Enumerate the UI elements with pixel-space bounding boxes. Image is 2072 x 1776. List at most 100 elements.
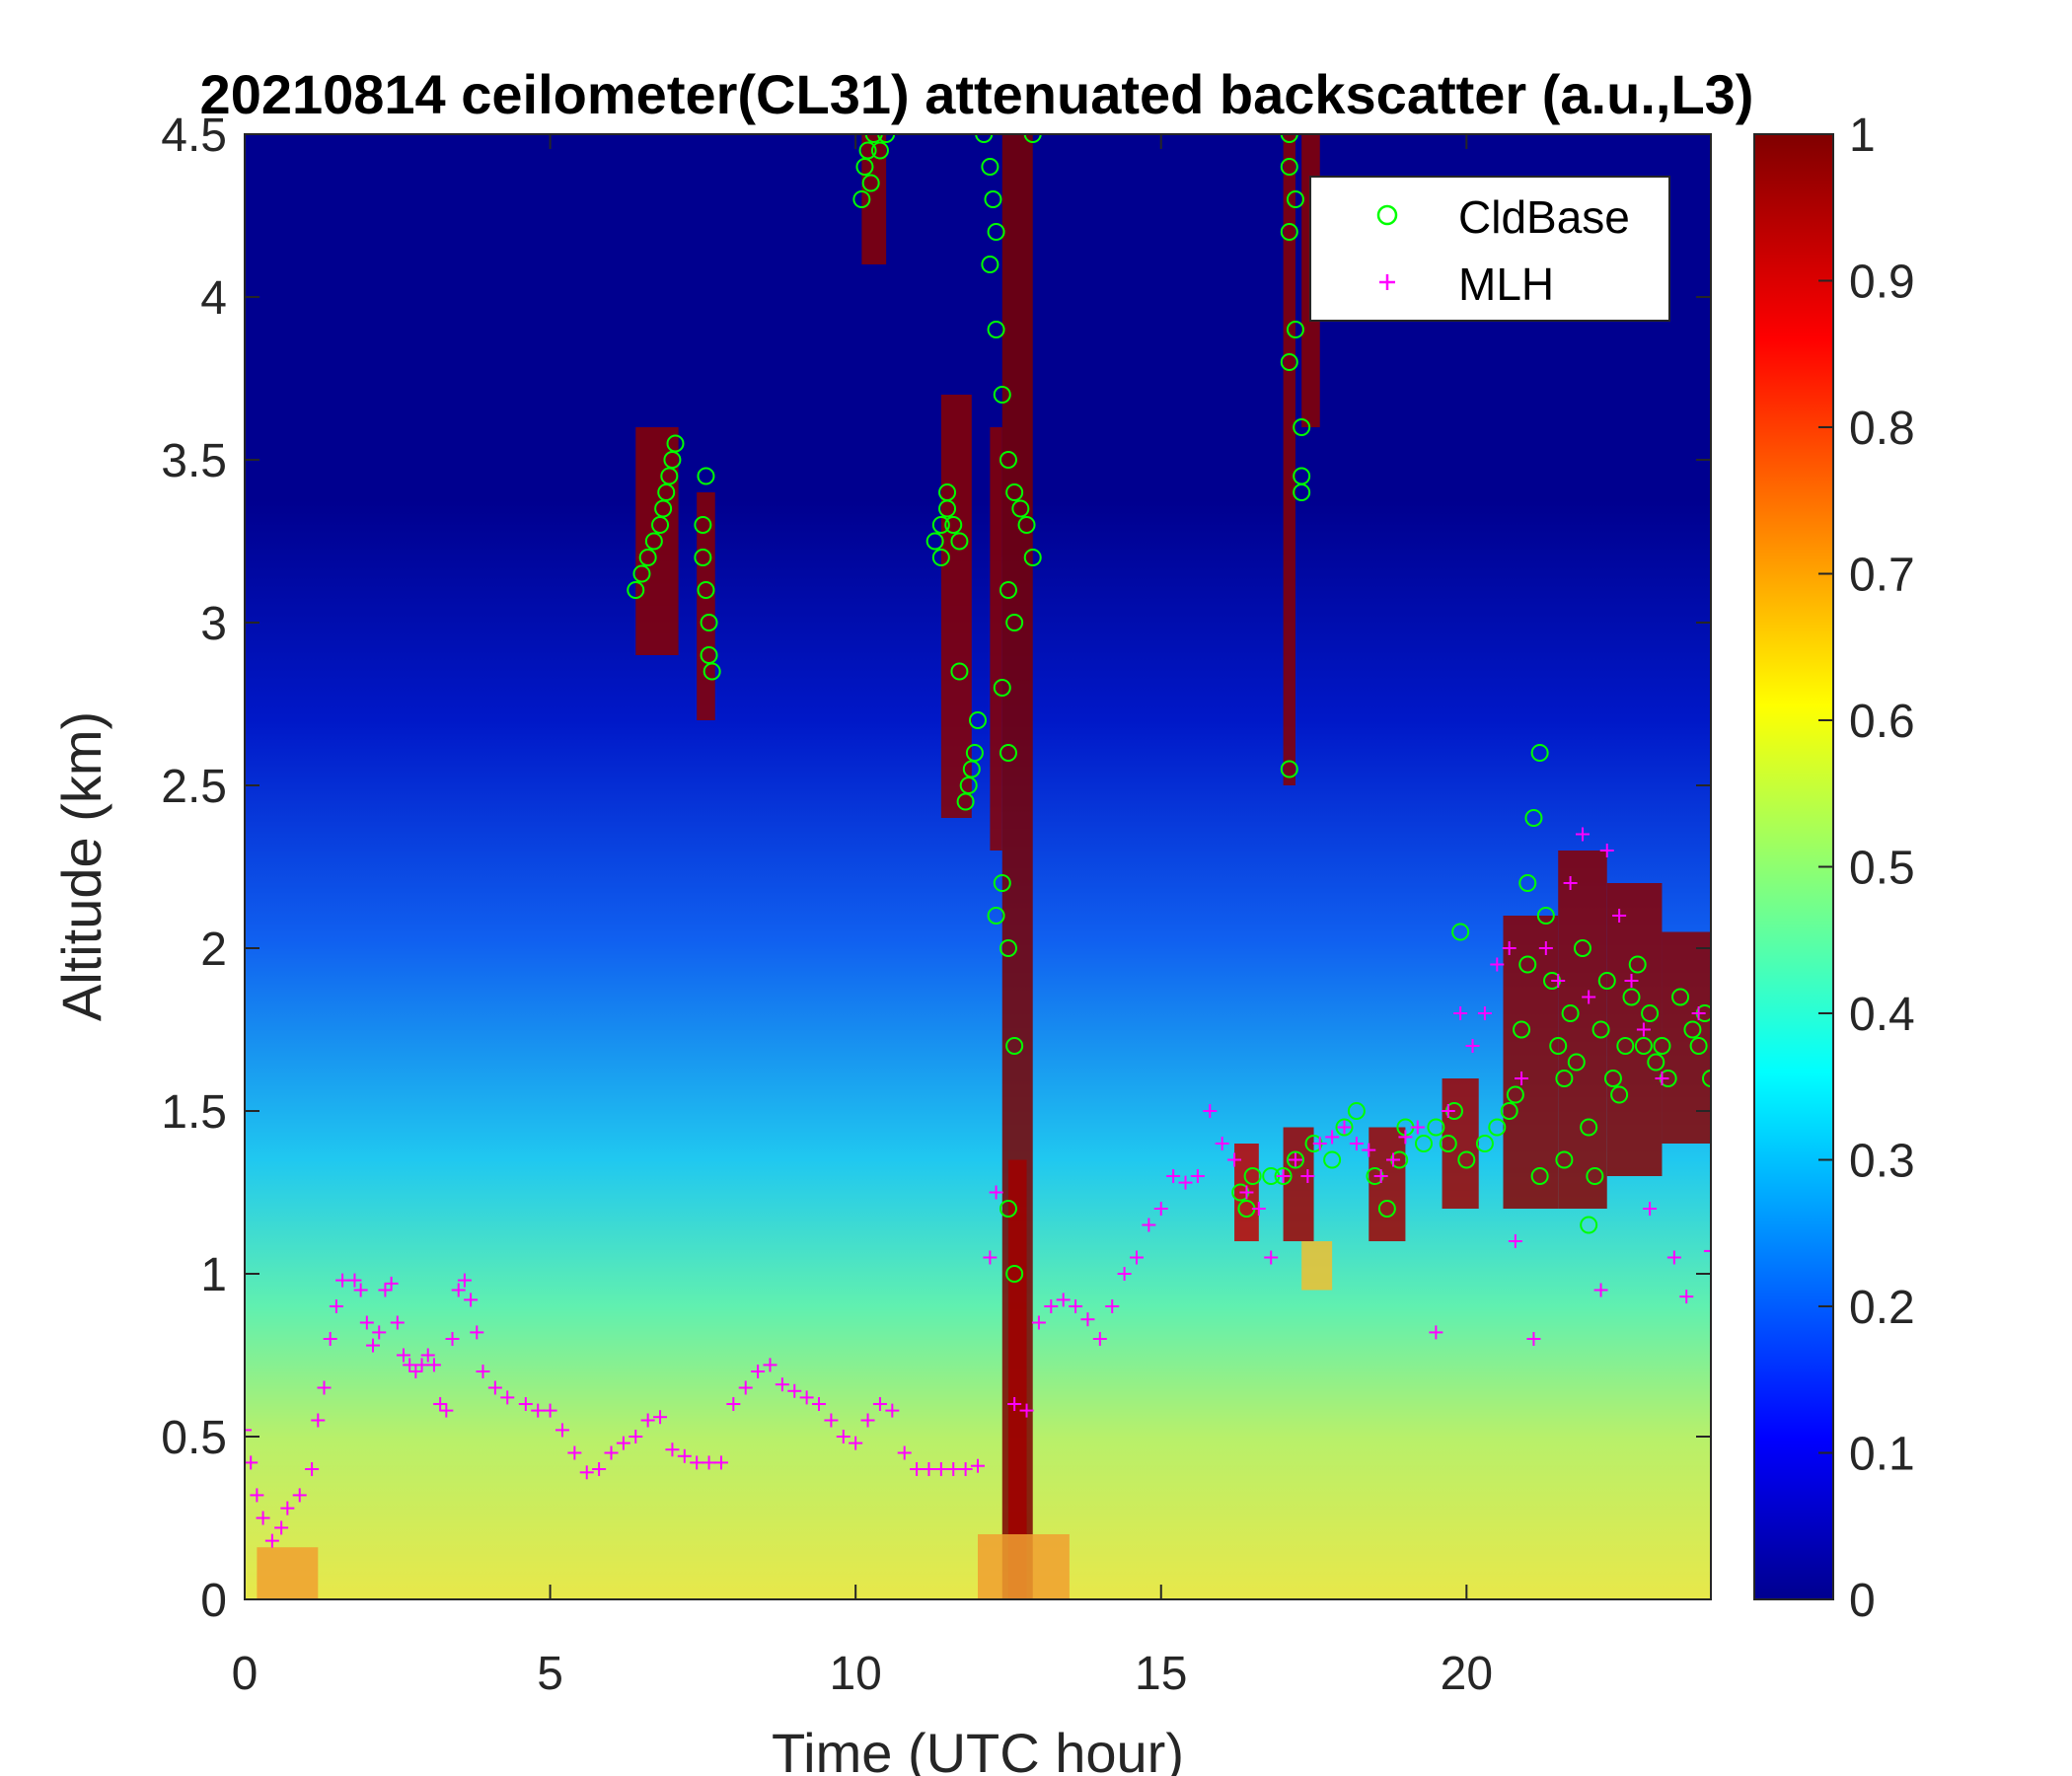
series-cldbase: [627, 134, 1711, 1283]
mlh-point: [335, 1273, 350, 1288]
colorbar-tick-label: 0.9: [1849, 257, 1915, 309]
cldbase-point: [660, 467, 679, 485]
colorbar-tick-label: 0.5: [1849, 843, 1915, 895]
mlh-point: [543, 1403, 557, 1418]
cldbase-point: [1286, 190, 1304, 208]
cldbase-point: [1702, 1070, 1711, 1087]
cloud-region-10: [1283, 1127, 1314, 1241]
cldbase-point: [1427, 1118, 1445, 1137]
cldbase-point: [694, 516, 712, 534]
cldbase-point: [861, 174, 880, 192]
mlh-point: [396, 1348, 410, 1363]
cldbase-point: [1457, 1150, 1476, 1169]
mlh-point: [378, 1283, 393, 1297]
mlh-point: [726, 1397, 741, 1411]
cldbase-point: [1580, 1216, 1598, 1234]
cldbase-point: [1689, 1037, 1708, 1055]
cldbase-point: [944, 516, 963, 534]
mlh-point: [245, 1455, 259, 1470]
cloud-region-3: [940, 395, 972, 818]
cldbase-point: [1323, 1150, 1342, 1169]
colorbar-tick-label: 0.4: [1849, 989, 1915, 1041]
y-axis-label: Altitude (km): [50, 711, 112, 1021]
mlh-point: [836, 1430, 851, 1443]
cldbase-point: [1005, 1265, 1024, 1283]
colorbar-tick-label: 1: [1849, 110, 1876, 162]
cldbase-point: [993, 874, 1011, 892]
cldbase-point: [1005, 614, 1024, 631]
mlh-point: [1312, 1137, 1327, 1150]
cldbase-point: [1549, 1037, 1568, 1055]
mlh-point: [1666, 1250, 1681, 1265]
mlh-point: [457, 1273, 472, 1288]
mlh-point: [1429, 1325, 1443, 1340]
mlh-point: [1215, 1137, 1229, 1150]
mlh-point: [487, 1380, 502, 1395]
y-tick-label: 3.5: [161, 435, 227, 487]
mlh-point: [372, 1325, 387, 1340]
y-tick-label: 2: [200, 924, 227, 976]
mlh-point: [629, 1430, 643, 1443]
mlh-point: [1490, 957, 1505, 972]
mlh-point: [445, 1332, 460, 1346]
mlh-point: [897, 1445, 912, 1460]
mlh-point: [366, 1338, 381, 1353]
mlh-point: [353, 1283, 368, 1297]
mlh-point: [414, 1358, 429, 1372]
series-mlh: [245, 827, 1711, 1548]
cldbase-point: [1023, 134, 1042, 143]
cldbase-point: [694, 549, 712, 566]
mlh-point: [408, 1365, 423, 1378]
cloud-region-5: [697, 492, 715, 720]
cldbase-point: [1555, 1150, 1574, 1169]
mlh-point: [1453, 1006, 1468, 1020]
mlh-point: [1599, 844, 1614, 857]
mlh-point: [1538, 941, 1553, 955]
mlh-point: [1276, 1169, 1291, 1183]
cldbase-point: [981, 158, 999, 176]
cloud-region-1: [1007, 1159, 1027, 1599]
mlh-point: [1069, 1299, 1083, 1313]
colorbar-tick-label: 0.6: [1849, 696, 1915, 748]
cldbase-point: [663, 451, 682, 469]
y-tick-label: 1: [200, 1249, 227, 1301]
mlh-point: [579, 1465, 594, 1480]
mlh-point: [860, 1413, 875, 1428]
mlh-point: [1056, 1293, 1071, 1307]
mlh-point: [280, 1501, 295, 1516]
cldbase-point: [969, 711, 987, 729]
mlh-point: [347, 1273, 362, 1288]
cldbase-point: [1293, 418, 1311, 436]
mlh-point: [738, 1380, 753, 1395]
mlh-point: [799, 1390, 814, 1405]
mlh-point: [451, 1283, 466, 1297]
cldbase-point: [666, 434, 685, 453]
cldbase-point: [1280, 760, 1298, 778]
mlh-point: [787, 1383, 802, 1398]
cldbase-point: [999, 744, 1017, 762]
cldbase-point: [700, 646, 718, 664]
y-tick-label: 0: [200, 1575, 227, 1627]
mlh-point: [1575, 827, 1590, 842]
cldbase-point: [1561, 1004, 1580, 1022]
mlh-point: [616, 1436, 630, 1450]
cldbase-point: [1647, 1053, 1665, 1072]
x-tick-label: 15: [1135, 1648, 1187, 1700]
cldbase-point: [1506, 1085, 1524, 1104]
mlh-point: [1373, 1169, 1388, 1183]
cldbase-point: [993, 386, 1011, 404]
cldbase-point: [1518, 874, 1537, 892]
cldbase-point: [1243, 1167, 1262, 1185]
cldbase-point: [1641, 1004, 1660, 1022]
cloud-region-7: [1283, 134, 1295, 785]
cldbase-point: [864, 134, 883, 143]
cldbase-point: [1518, 955, 1537, 974]
cldbase-point: [999, 939, 1017, 957]
cldbase-point: [1653, 1037, 1671, 1055]
cldbase-point: [1280, 134, 1298, 143]
mlh-point: [1593, 1283, 1608, 1297]
cldbase-point: [697, 467, 715, 485]
cldbase-point: [858, 141, 877, 160]
cldbase-point: [1005, 483, 1024, 501]
